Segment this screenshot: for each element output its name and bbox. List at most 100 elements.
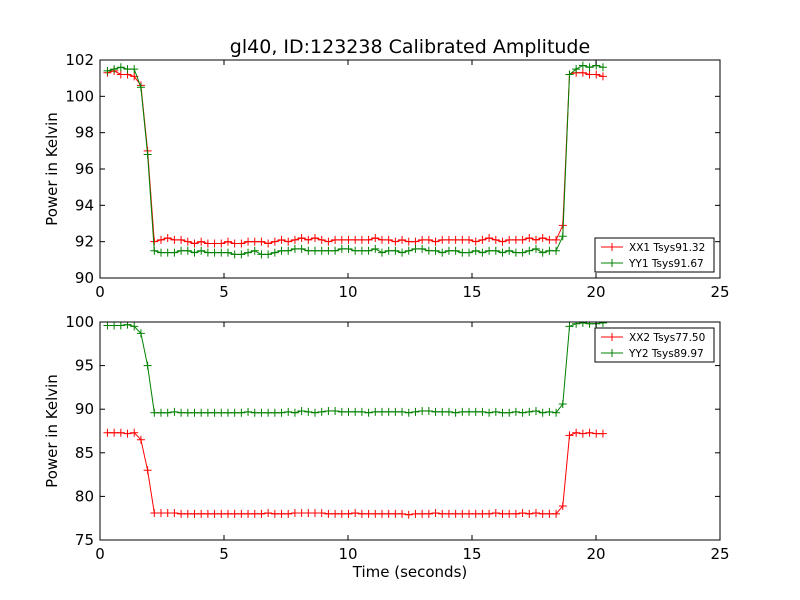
data-point [458, 407, 467, 416]
data-point [424, 509, 433, 518]
data-point [418, 235, 427, 244]
data-point [505, 235, 514, 244]
data-point [197, 246, 206, 255]
data-point [331, 246, 340, 255]
data-point [598, 63, 607, 72]
data-point [498, 248, 507, 257]
x-tick-label: 20 [586, 283, 605, 301]
data-point [183, 237, 192, 246]
data-point [558, 399, 567, 408]
data-point [264, 508, 273, 517]
x-tick-label: 15 [462, 283, 481, 301]
data-point [183, 408, 192, 417]
chart-title: gl40, ID:123238 Calibrated Amplitude [230, 36, 590, 58]
data-point [404, 237, 413, 246]
data-point [391, 237, 400, 246]
data-point [284, 237, 293, 246]
data-point [116, 70, 125, 79]
data-point [210, 408, 219, 417]
data-point [572, 322, 581, 328]
data-point [190, 239, 199, 248]
data-point [290, 244, 299, 253]
data-point [203, 509, 212, 518]
y-tick-label: 75 [75, 531, 94, 549]
data-point [377, 509, 386, 518]
data-point [337, 235, 346, 244]
data-point [351, 235, 360, 244]
data-point [485, 234, 494, 243]
data-point [223, 408, 232, 417]
data-point [444, 235, 453, 244]
data-point [244, 248, 253, 257]
data-point [451, 408, 460, 417]
data-point [170, 508, 179, 517]
data-point [525, 234, 534, 243]
y-tick-label: 95 [75, 357, 94, 375]
y-axis-label: Power in Kelvin [43, 112, 61, 226]
data-point [297, 406, 306, 415]
data-point [364, 235, 373, 244]
data-point [444, 509, 453, 518]
data-point [552, 246, 561, 255]
data-point [357, 407, 366, 416]
data-point [424, 246, 433, 255]
data-point [197, 237, 206, 246]
data-point [545, 407, 554, 416]
data-point [163, 248, 172, 257]
data-point [136, 329, 145, 338]
data-point [150, 408, 159, 417]
data-point [444, 407, 453, 416]
y-tick-label: 94 [75, 196, 94, 214]
data-point [157, 508, 166, 517]
data-point [565, 431, 574, 440]
data-point [344, 407, 353, 416]
y-tick-label: 90 [75, 269, 94, 287]
data-point [250, 237, 259, 246]
data-point [525, 407, 534, 416]
data-point [311, 246, 320, 255]
data-point [324, 509, 333, 518]
legend-box [594, 327, 715, 363]
data-point [505, 509, 514, 518]
data-point [203, 248, 212, 257]
x-tick-label: 0 [95, 545, 105, 563]
data-point [284, 509, 293, 518]
x-tick-label: 5 [219, 545, 229, 563]
data-point [478, 407, 487, 416]
data-point [578, 61, 587, 70]
data-point [491, 246, 500, 255]
data-point [491, 508, 500, 517]
x-tick-label: 25 [710, 545, 729, 563]
data-point [418, 406, 427, 415]
data-point [558, 232, 567, 241]
data-point [398, 248, 407, 257]
data-point [190, 408, 199, 417]
data-point [498, 237, 507, 246]
data-point [458, 248, 467, 257]
data-point [371, 244, 380, 253]
data-point [324, 406, 333, 415]
data-point [337, 244, 346, 253]
y-tick-label: 96 [75, 160, 94, 178]
data-point [150, 508, 159, 517]
data-point [531, 235, 540, 244]
data-point [277, 408, 286, 417]
data-point [418, 509, 427, 518]
data-point [431, 508, 440, 517]
data-point [411, 244, 420, 253]
data-point [451, 509, 460, 518]
data-point [511, 509, 520, 518]
data-point [384, 235, 393, 244]
data-point [163, 408, 172, 417]
legend: XX2 Tsys77.50 YY2 Tsys89.97 [594, 327, 715, 363]
data-point [223, 248, 232, 257]
data-point [458, 509, 467, 518]
y-axis-label: Power in Kelvin [43, 374, 61, 488]
data-point [545, 509, 554, 518]
data-point [244, 509, 253, 518]
data-point [130, 322, 139, 331]
data-point [491, 407, 500, 416]
data-point [578, 429, 587, 438]
data-point [304, 246, 313, 255]
